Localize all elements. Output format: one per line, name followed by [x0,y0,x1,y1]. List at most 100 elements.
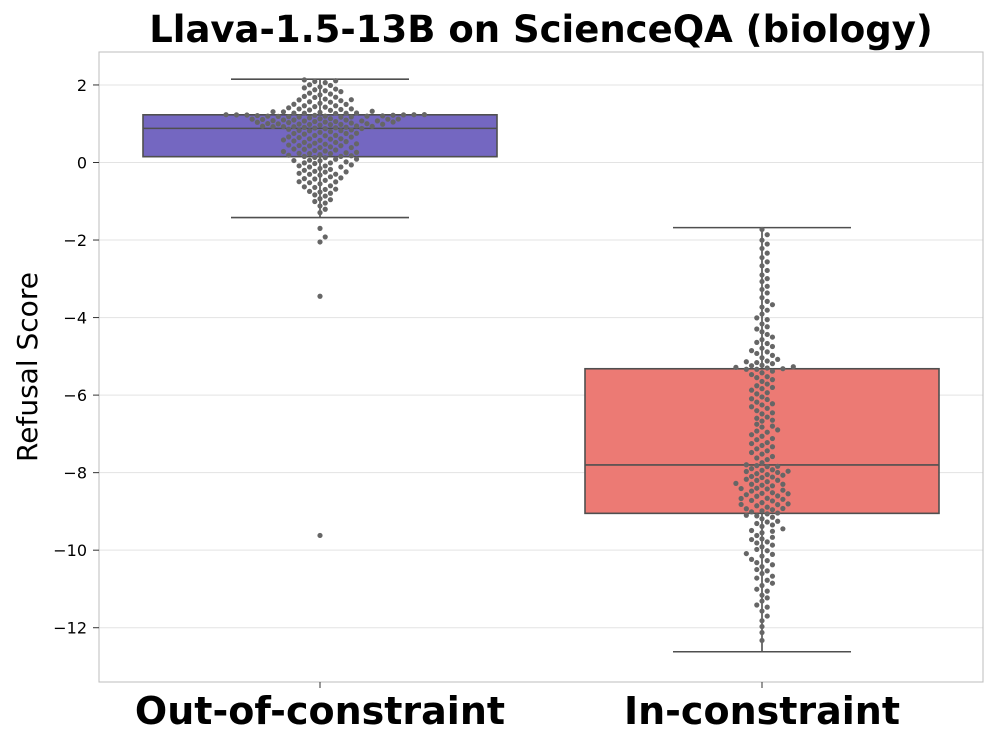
data-point [322,200,328,206]
data-point [333,179,339,185]
data-point [759,467,765,473]
data-point [254,119,260,125]
data-point [743,476,749,482]
data-point [275,121,281,127]
data-point [306,188,313,194]
data-point [291,130,297,137]
data-point [759,530,765,536]
data-point [764,267,770,274]
data-point [748,497,755,504]
data-point [322,104,328,110]
data-point [769,384,776,391]
data-point [764,340,770,347]
data-point [338,175,344,181]
plot-frame [98,51,984,683]
data-point [280,137,287,143]
data-point [769,483,776,489]
data-point [769,302,776,308]
data-point [312,184,318,191]
data-point [296,170,302,176]
data-point [759,286,765,293]
data-point [759,523,765,530]
data-point [769,352,776,358]
data-point [759,378,765,385]
data-point [312,132,318,139]
data-point [317,181,323,187]
data-point [317,172,323,178]
data-point [317,225,323,231]
data-point [317,158,323,164]
data-point [338,89,344,95]
data-point [738,485,744,492]
data-point [338,114,344,120]
data-point [764,577,770,583]
data-point [759,329,765,335]
y-tick-label: −2 [63,231,87,250]
data-point [759,263,765,269]
data-point [343,150,349,156]
data-point [759,424,765,430]
data-point [759,570,765,577]
data-point [764,439,770,446]
data-point [738,495,744,502]
axes: 2 0 −2 −4 −6 −8 −10 −12 Out-of-constraint In-cons… [53,76,900,733]
data-point [743,366,749,372]
data-point [754,415,760,421]
data-point [333,171,339,177]
data-point [317,165,323,172]
data-point [348,153,354,159]
data-point [369,108,375,114]
data-point [764,232,770,238]
data-point [338,143,344,149]
data-point [322,148,328,154]
data-point [291,157,297,164]
data-point [748,396,755,402]
data-point [775,477,781,483]
data-point [301,176,307,182]
data-point [748,371,755,378]
data-point [322,141,328,147]
data-point [769,343,776,350]
data-point [312,176,318,182]
data-point [764,349,770,355]
data-point [769,410,776,416]
data-point [759,516,765,522]
data-point [301,131,307,137]
data-point [759,321,765,327]
data-point [348,114,354,120]
data-point [764,479,770,485]
data-point [280,109,287,115]
data-point [764,519,770,525]
data-point [764,298,770,304]
data-point [327,183,334,189]
data-point [764,405,770,411]
data-point [759,623,765,630]
data-point [764,259,770,265]
data-point [748,536,755,543]
data-point [754,477,760,483]
data-point [312,192,318,198]
data-point [764,429,770,435]
data-point [759,592,765,598]
data-point [748,481,755,487]
data-point [743,462,749,468]
data-point [301,184,307,190]
data-point [327,82,334,89]
data-point [754,350,760,357]
data-point [759,553,765,559]
data-point [764,471,770,478]
data-point [759,451,765,457]
data-point [374,118,381,124]
data-point [338,128,344,134]
y-tick-label: 2 [77,76,87,95]
data-point [759,295,765,301]
data-point [743,512,749,518]
data-point [754,540,760,546]
data-point [317,293,323,299]
data-point [317,196,323,202]
data-point [743,492,749,498]
data-point [353,141,360,147]
data-point [764,307,770,313]
data-point [764,241,770,247]
